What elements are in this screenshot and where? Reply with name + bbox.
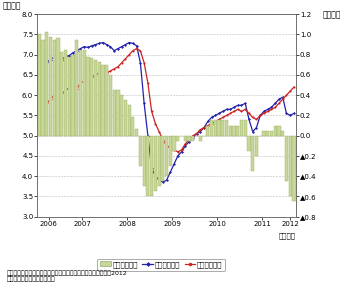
Bar [199, 136, 202, 141]
Bar [255, 136, 258, 156]
Bar [277, 125, 280, 136]
Bar [131, 117, 135, 136]
Bar [172, 136, 176, 151]
Bar [79, 50, 82, 136]
Bar [120, 95, 123, 136]
Bar [169, 136, 172, 166]
Legend: 収支（右軸）, 輸出（左軸）, 輸入（左軸）: 収支（右軸）, 輸出（左軸）, 輸入（左軸） [98, 258, 225, 271]
Bar [41, 40, 45, 136]
Bar [90, 58, 93, 136]
Bar [146, 136, 150, 196]
Bar [236, 125, 239, 136]
Bar [191, 136, 194, 141]
Bar [229, 125, 232, 136]
Bar [105, 65, 108, 136]
Bar [150, 136, 153, 196]
Bar [116, 90, 119, 136]
Bar [154, 136, 157, 191]
Bar [64, 50, 67, 136]
Bar [266, 131, 269, 136]
Text: （年月）: （年月） [279, 233, 296, 239]
Bar [206, 125, 209, 136]
Bar [184, 136, 187, 141]
Bar [75, 40, 78, 136]
Bar [210, 121, 213, 136]
Bar [285, 136, 288, 181]
Bar [161, 136, 165, 181]
Bar [98, 62, 101, 136]
Bar [262, 131, 266, 136]
Bar [128, 105, 131, 136]
Bar [251, 136, 254, 171]
Bar [176, 136, 180, 141]
Bar [270, 131, 273, 136]
Bar [45, 32, 48, 136]
Bar [56, 38, 60, 136]
Bar [94, 60, 97, 136]
Bar [221, 121, 224, 136]
Bar [60, 52, 63, 136]
Bar [83, 50, 86, 136]
Bar [68, 57, 71, 136]
Bar [289, 136, 292, 196]
Bar [124, 100, 127, 136]
Bar [71, 55, 74, 136]
Y-axis label: （兆円）: （兆円） [323, 10, 340, 19]
Bar [281, 131, 284, 136]
Bar [165, 136, 168, 176]
Bar [86, 57, 89, 136]
Bar [101, 65, 104, 136]
Bar [135, 129, 138, 136]
Bar [49, 36, 52, 136]
Bar [214, 121, 217, 136]
Bar [274, 125, 277, 136]
Y-axis label: （兆円）: （兆円） [2, 1, 21, 10]
Bar [240, 121, 243, 136]
Text: 資料：財務省「貿易統計」（（参考）季節調整値、時系列表（2012
　年３月まで））から作成。: 資料：財務省「貿易統計」（（参考）季節調整値、時系列表（2012 年３月まで））… [7, 270, 127, 282]
Bar [292, 136, 295, 201]
Bar [248, 136, 251, 151]
Bar [187, 136, 191, 141]
Bar [53, 40, 56, 136]
Bar [109, 75, 112, 136]
Bar [142, 136, 146, 186]
Bar [113, 90, 116, 136]
Bar [218, 121, 221, 136]
Bar [244, 121, 247, 136]
Bar [139, 136, 142, 166]
Bar [225, 121, 228, 136]
Bar [38, 34, 41, 136]
Bar [233, 125, 236, 136]
Bar [157, 136, 161, 186]
